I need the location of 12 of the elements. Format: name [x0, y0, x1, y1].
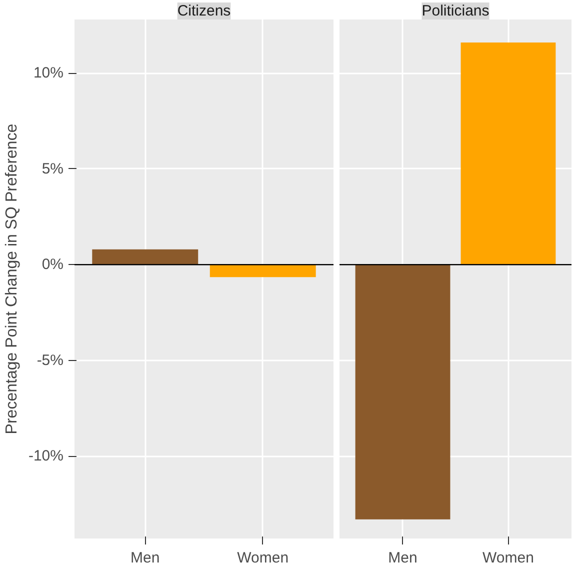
y-tick-label: 5% [42, 160, 64, 178]
chart-title: Politicians [422, 2, 490, 20]
x-tick-label: Men [388, 550, 418, 566]
y-axis-title: Precentage Point Change in SQ Preference [3, 124, 20, 434]
y-tick-label: 0% [42, 256, 64, 274]
chart-title: Citizens [177, 2, 231, 20]
y-tick-label: -5% [36, 352, 64, 369]
x-tick-label: Men [130, 550, 160, 566]
y-tick-label: 10% [33, 64, 64, 82]
x-tick-label: Women [482, 550, 534, 566]
x-tick-label: Women [237, 550, 289, 566]
y-tick-label: -10% [28, 448, 64, 465]
